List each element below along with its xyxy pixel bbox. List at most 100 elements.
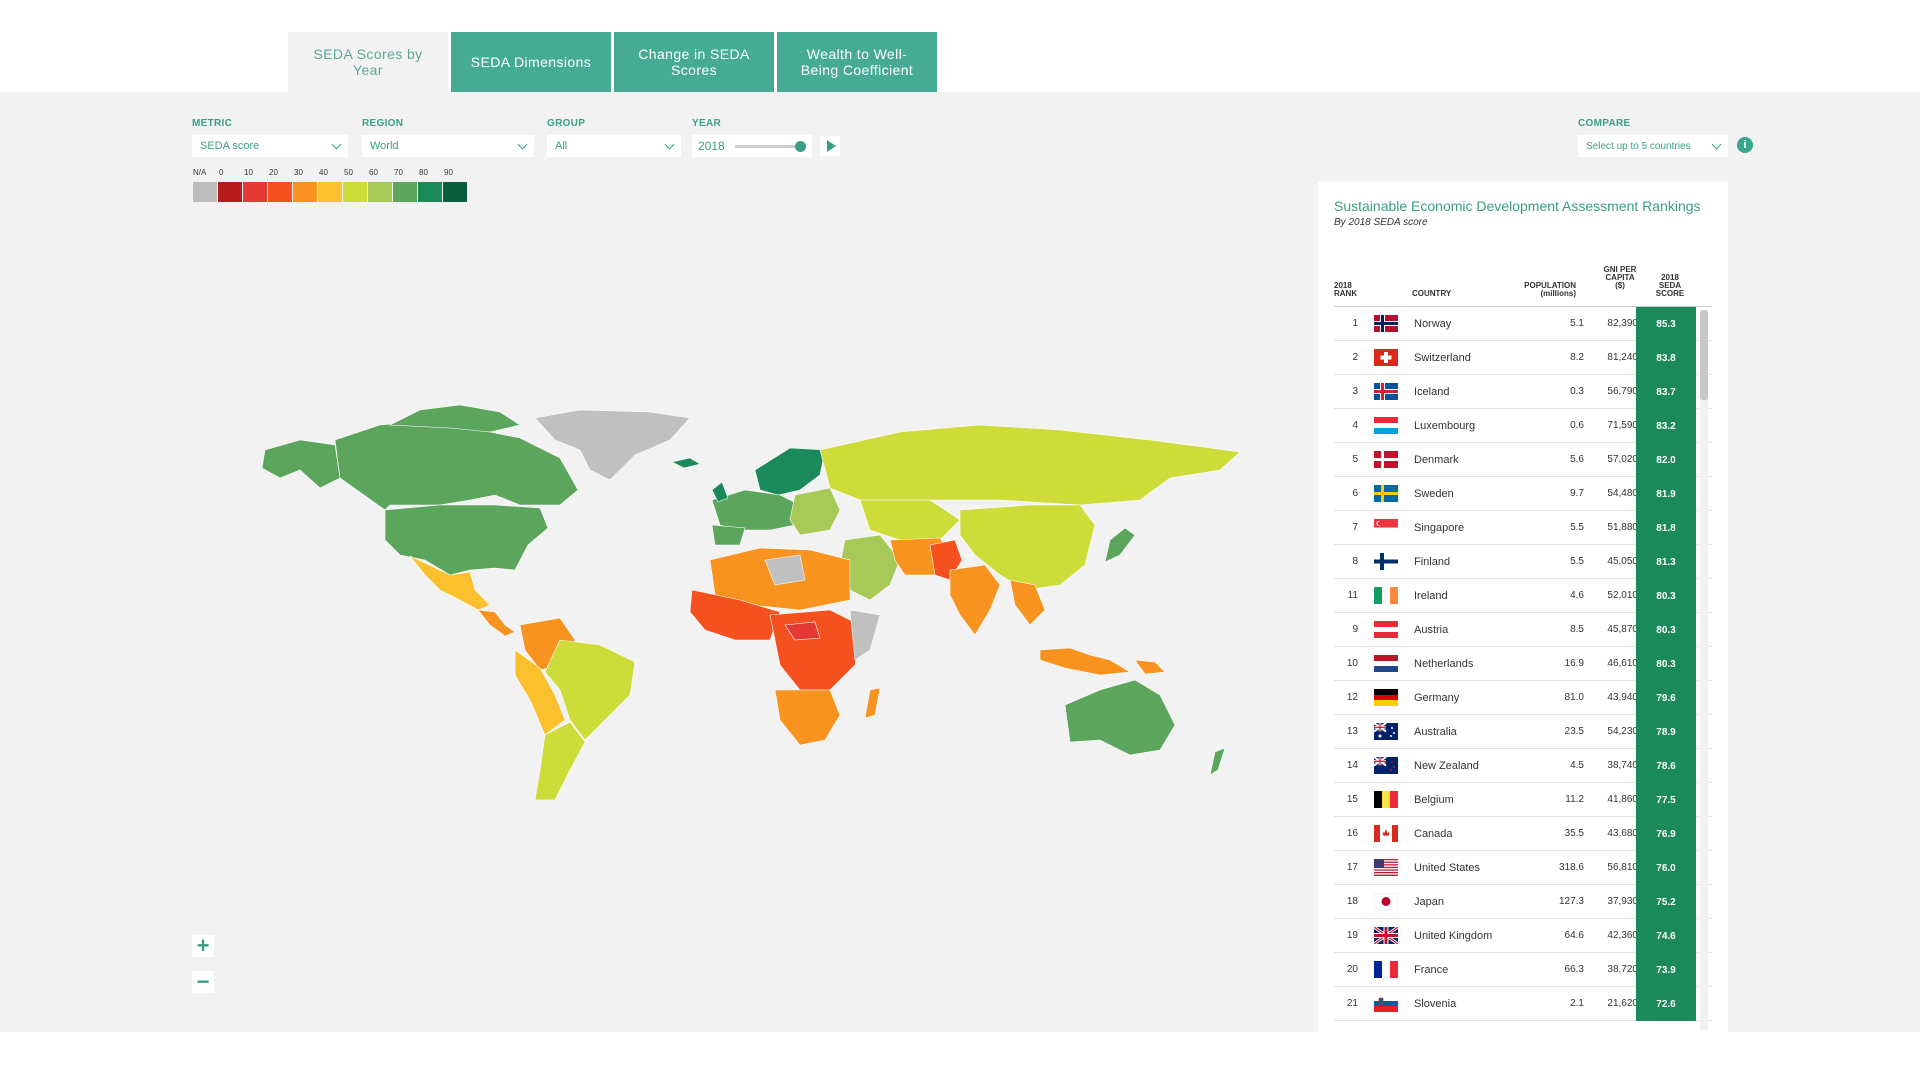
- rank-cell: 11: [1347, 590, 1358, 601]
- rank-cell: 18: [1346, 896, 1358, 907]
- table-row[interactable]: 16 Canada 35.5 43,680 76.9: [1334, 817, 1712, 851]
- map-uk[interactable]: [711, 481, 729, 503]
- map-new-zealand[interactable]: [1209, 747, 1226, 776]
- table-row[interactable]: 19 United Kingdom 64.6 42,360 74.6: [1334, 919, 1712, 953]
- map-india[interactable]: [949, 564, 1001, 636]
- legend-label: 30: [294, 168, 303, 177]
- map-usa[interactable]: [384, 504, 549, 576]
- zoom-in-button[interactable]: +: [192, 935, 214, 957]
- table-row[interactable]: 18 Japan 127.3 37,930 75.2: [1334, 885, 1712, 919]
- gni-cell: 45,050: [1607, 556, 1638, 567]
- table-row[interactable]: 20 France 66.3 38,720 73.9: [1334, 953, 1712, 987]
- score-cell: 76.9: [1636, 817, 1696, 851]
- group-select[interactable]: All: [547, 135, 681, 157]
- score-cell: 85.3: [1636, 307, 1696, 341]
- zoom-out-button[interactable]: −: [192, 971, 214, 993]
- map-china[interactable]: [959, 504, 1096, 591]
- table-row[interactable]: 2 Switzerland 8.2 81,240 83.8: [1334, 341, 1712, 375]
- table-row[interactable]: 8 Finland 5.5 45,050 81.3: [1334, 545, 1712, 579]
- gni-cell: 45,870: [1607, 624, 1638, 635]
- col-header-country[interactable]: COUNTRY: [1412, 289, 1452, 298]
- table-row[interactable]: 9 Austria 8.5 45,870 80.3: [1334, 613, 1712, 647]
- score-cell: 77.5: [1636, 783, 1696, 817]
- tab-change-in-seda-scores[interactable]: Change in SEDA Scores: [614, 32, 774, 92]
- tab-seda-scores-by-year[interactable]: SEDA Scores by Year: [288, 32, 448, 92]
- map-mexico[interactable]: [409, 555, 491, 611]
- map-canada-islands[interactable]: [388, 404, 521, 433]
- table-row[interactable]: 4 Luxembourg 0.6 71,590 83.2: [1334, 409, 1712, 443]
- population-cell: 81.0: [1564, 692, 1584, 703]
- table-row[interactable]: 13 Australia 23.5 54,230 78.9: [1334, 715, 1712, 749]
- map-australia[interactable]: [1064, 679, 1176, 756]
- col-header-score[interactable]: 2018 SEDA SCORE: [1655, 273, 1685, 298]
- table-row[interactable]: 1 Norway 5.1 82,390 85.3: [1334, 307, 1712, 341]
- map-southern-africa[interactable]: [774, 689, 841, 746]
- map-canada[interactable]: [334, 419, 579, 511]
- rankings-scrollbar[interactable]: [1700, 310, 1708, 1030]
- map-japan[interactable]: [1104, 527, 1136, 563]
- legend-swatch: [368, 182, 392, 202]
- country-cell: Singapore: [1414, 522, 1465, 534]
- map-iberia[interactable]: [711, 524, 746, 546]
- col-header-gni[interactable]: GNI PER CAPITA ($): [1603, 265, 1637, 290]
- col-header-rank[interactable]: 2018 RANK: [1334, 281, 1358, 298]
- year-value: 2018: [698, 139, 725, 153]
- map-brazil[interactable]: [544, 639, 636, 741]
- region-select[interactable]: World: [362, 135, 534, 157]
- map-indonesia[interactable]: [1039, 647, 1131, 676]
- map-madagascar[interactable]: [864, 687, 881, 719]
- table-row[interactable]: 21 Slovenia 2.1 21,620 72.6: [1334, 987, 1712, 1021]
- col-header-population[interactable]: POPULATION (millions): [1524, 281, 1576, 298]
- compare-select[interactable]: Select up to 5 countries: [1578, 135, 1728, 157]
- map-alaska[interactable]: [261, 439, 341, 489]
- map-car[interactable]: [784, 621, 821, 641]
- rank-cell: 5: [1352, 454, 1358, 465]
- table-row[interactable]: 6 Sweden 9.7 54,480 81.9: [1334, 477, 1712, 511]
- play-button[interactable]: [820, 136, 840, 156]
- table-row[interactable]: 17 United States 318.6 56,810 76.0: [1334, 851, 1712, 885]
- gni-cell: 56,790: [1607, 386, 1638, 397]
- info-icon[interactable]: i: [1737, 137, 1753, 153]
- compare-value: Select up to 5 countries: [1586, 140, 1691, 152]
- map-east-africa[interactable]: [849, 609, 881, 661]
- gni-cell: 41,860: [1607, 794, 1638, 805]
- chevron-down-icon: [331, 139, 342, 149]
- map-png[interactable]: [1134, 659, 1166, 675]
- map-andes[interactable]: [514, 649, 566, 736]
- tab-wealth-to-well-being[interactable]: Wealth to Well-Being Coefficient: [777, 32, 937, 92]
- world-map[interactable]: [250, 392, 1260, 912]
- table-row[interactable]: 11 Ireland 4.6 52,010 80.3: [1334, 579, 1712, 613]
- map-iceland[interactable]: [671, 457, 701, 469]
- year-slider[interactable]: [734, 140, 806, 152]
- legend-label: 40: [319, 168, 328, 177]
- legend-swatches: [193, 182, 468, 202]
- gni-cell: 38,740: [1607, 760, 1638, 771]
- map-sahel-gray[interactable]: [764, 554, 806, 586]
- score-cell: 83.7: [1636, 375, 1696, 409]
- table-row[interactable]: 15 Belgium 11.2 41,860 77.5: [1334, 783, 1712, 817]
- map-russia[interactable]: [819, 424, 1241, 506]
- tab-seda-dimensions[interactable]: SEDA Dimensions: [451, 32, 611, 92]
- map-central-asia[interactable]: [859, 499, 961, 541]
- map-scandinavia[interactable]: [754, 447, 826, 496]
- map-eastern-europe[interactable]: [789, 487, 841, 536]
- rank-cell: 2: [1352, 352, 1358, 363]
- map-greenland[interactable]: [534, 409, 691, 481]
- table-row[interactable]: 14 New Zealand 4.5 38,740 78.6: [1334, 749, 1712, 783]
- region-value: World: [370, 140, 399, 152]
- map-west-africa[interactable]: [689, 589, 781, 641]
- map-central-america[interactable]: [477, 609, 516, 637]
- table-row[interactable]: 10 Netherlands 16.9 46,610 80.3: [1334, 647, 1712, 681]
- scrollbar-thumb[interactable]: [1700, 310, 1708, 400]
- map-southern-cone[interactable]: [534, 721, 586, 801]
- metric-select[interactable]: SEDA score: [192, 135, 348, 157]
- year-slider-handle[interactable]: [794, 140, 806, 152]
- table-row[interactable]: 12 Germany 81.0 43,940 79.6: [1334, 681, 1712, 715]
- table-row[interactable]: 3 Iceland 0.3 56,790 83.7: [1334, 375, 1712, 409]
- uk-flag-icon: [1373, 925, 1399, 946]
- population-cell: 5.6: [1570, 454, 1584, 465]
- table-row[interactable]: 7 Singapore 5.5 51,880 81.8: [1334, 511, 1712, 545]
- top-bar: SEDA Scores by Year SEDA Dimensions Chan…: [0, 0, 1920, 92]
- table-row[interactable]: 5 Denmark 5.6 57,020 82.0: [1334, 443, 1712, 477]
- map-se-asia[interactable]: [1009, 579, 1046, 626]
